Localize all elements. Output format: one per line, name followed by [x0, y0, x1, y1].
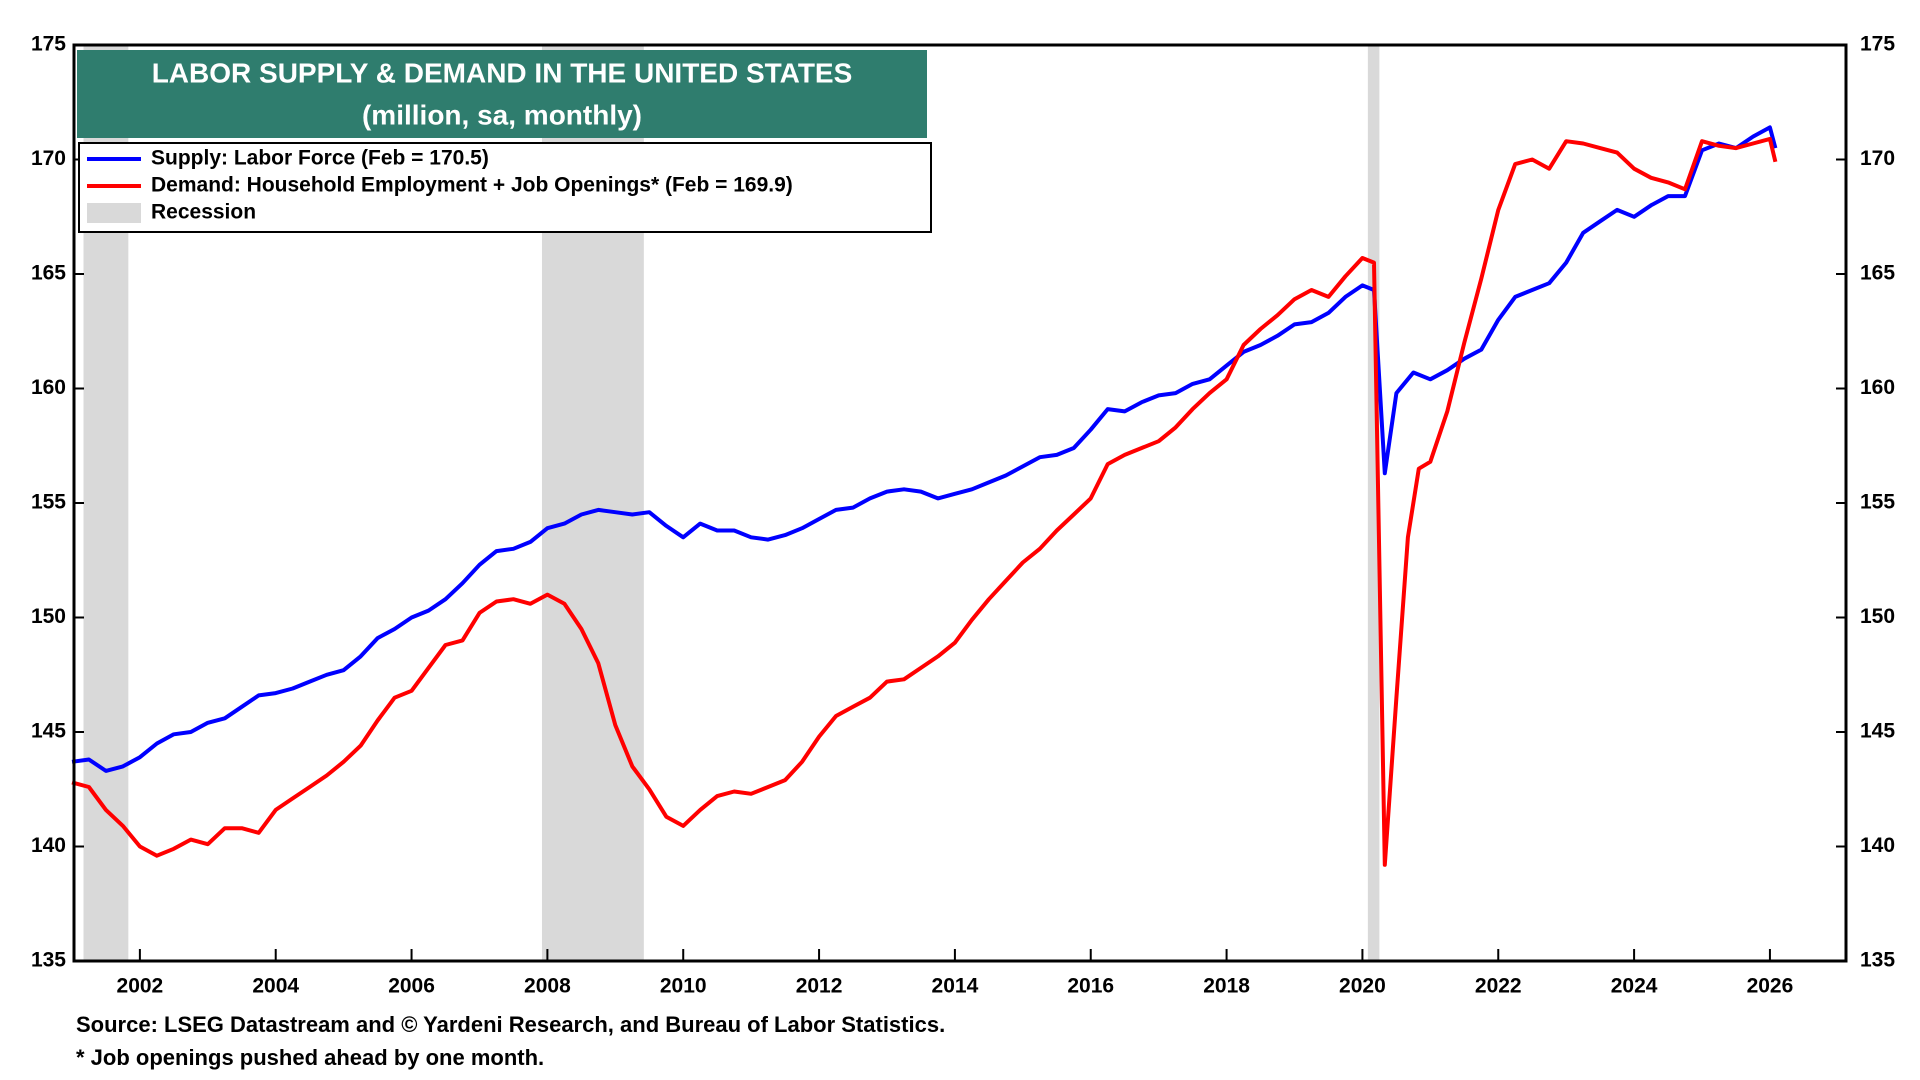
- legend-label: Demand: Household Employment + Job Openi…: [151, 174, 793, 197]
- y-tick-label: 165: [31, 262, 66, 285]
- y2-tick-label: 145: [1860, 720, 1895, 743]
- chart-title: LABOR SUPPLY & DEMAND IN THE UNITED STAT…: [152, 57, 853, 88]
- legend-swatch: [87, 203, 141, 223]
- y-tick-label: 175: [31, 33, 66, 56]
- series-line: [71, 125, 1778, 773]
- x-tick-label: 2016: [1067, 975, 1114, 998]
- x-tick-label: 2006: [388, 975, 435, 998]
- x-tick-label: 2008: [524, 975, 571, 998]
- x-tick-label: 2002: [117, 975, 164, 998]
- y2-tick-label: 155: [1860, 491, 1895, 514]
- chart-subtitle: (million, sa, monthly): [362, 99, 642, 130]
- plot-frame: [72, 43, 1848, 963]
- y-tick-label: 170: [31, 147, 66, 170]
- y2-tick-label: 150: [1860, 605, 1895, 628]
- y2-tick-label: 175: [1860, 33, 1895, 56]
- x-tick-label: 2024: [1611, 975, 1658, 998]
- source-note: Source: LSEG Datastream and © Yardeni Re…: [76, 1012, 945, 1037]
- x-tick-label: 2014: [932, 975, 979, 998]
- x-tick-label: 2012: [796, 975, 843, 998]
- x-tick-label: 2022: [1475, 975, 1522, 998]
- y-tick-label: 160: [31, 376, 66, 399]
- y-tick-label: 135: [31, 949, 66, 972]
- recession-band: [1367, 45, 1380, 961]
- y2-tick-label: 170: [1860, 147, 1895, 170]
- y-tick-label: 150: [31, 605, 66, 628]
- y2-tick-label: 135: [1860, 949, 1895, 972]
- title-box: [77, 50, 927, 138]
- footnote: * Job openings pushed ahead by one month…: [76, 1045, 544, 1070]
- x-tick-label: 2004: [252, 975, 299, 998]
- legend-box: [78, 142, 932, 233]
- x-tick-label: 2018: [1203, 975, 1250, 998]
- y2-tick-label: 140: [1860, 834, 1895, 857]
- y-tick-label: 140: [31, 834, 66, 857]
- x-tick-label: 2020: [1339, 975, 1386, 998]
- legend-label: Recession: [151, 201, 256, 224]
- y-tick-label: 155: [31, 491, 66, 514]
- y2-tick-label: 165: [1860, 262, 1895, 285]
- x-tick-label: 2026: [1747, 975, 1794, 998]
- x-tick-label: 2010: [660, 975, 707, 998]
- series-line: [71, 136, 1778, 867]
- y-tick-label: 145: [31, 720, 66, 743]
- y2-tick-label: 160: [1860, 376, 1895, 399]
- legend-label: Supply: Labor Force (Feb = 170.5): [151, 147, 489, 170]
